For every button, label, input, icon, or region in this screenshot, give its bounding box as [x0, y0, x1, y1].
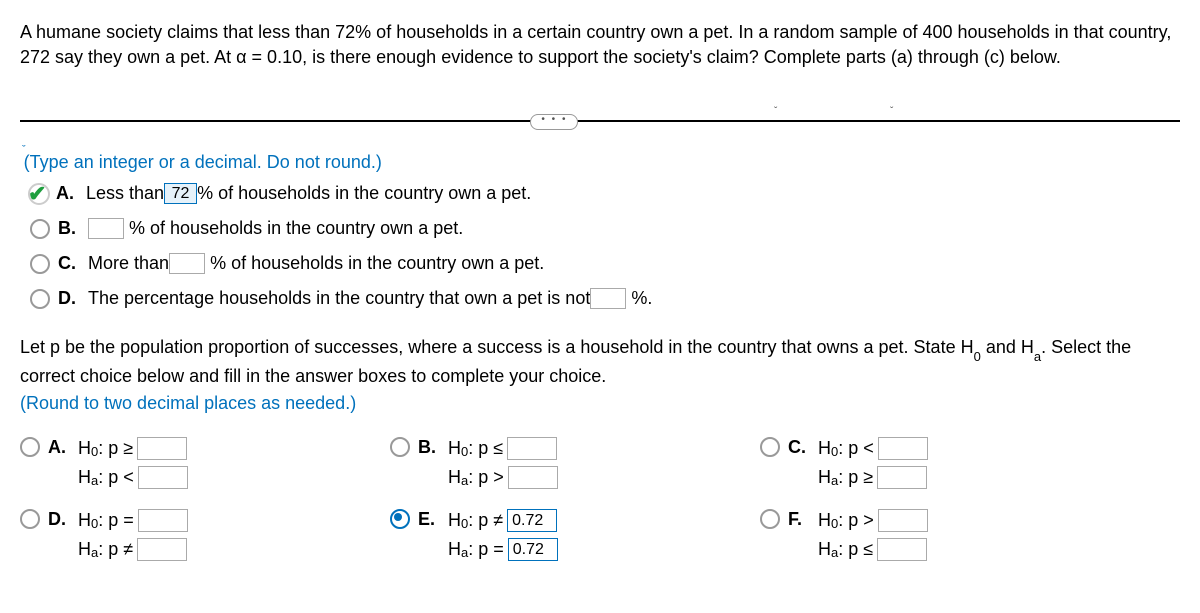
h0-line: H0: p ≤ [448, 437, 558, 460]
section-divider: • • • ˇ ˇ [20, 120, 1180, 122]
input-empty[interactable] [877, 538, 927, 561]
input-value-a[interactable]: 72 [164, 183, 197, 204]
option-letter: D. [58, 288, 78, 309]
input-empty[interactable] [137, 538, 187, 561]
hyp-option-f[interactable]: F. H0: p > Ha: p ≤ [760, 509, 1130, 561]
option-letter: C. [58, 253, 78, 274]
hyp-option-c[interactable]: C. H0: p < Ha: p ≥ [760, 437, 1130, 489]
option-letter: D. [48, 509, 68, 530]
input-filled[interactable]: 0.72 [508, 538, 558, 561]
input-empty[interactable] [878, 437, 928, 460]
option-text-post: % of households in the country own a pet… [210, 253, 544, 274]
radio-icon[interactable] [30, 289, 50, 309]
ha-line: Ha: p ≠ [78, 538, 188, 561]
part1-options: ✔ A. Less than 72 % of households in the… [30, 183, 1180, 309]
part2-question: Let p be the population proportion of su… [20, 334, 1180, 417]
input-filled[interactable]: 0.72 [507, 509, 557, 532]
option-letter: A. [48, 437, 68, 458]
option-text-post: %. [631, 288, 652, 309]
input-empty[interactable] [508, 466, 558, 489]
h0-line: H0: p < [818, 437, 928, 460]
option-text-post: % of households in the country own a pet… [129, 218, 463, 239]
radio-icon[interactable] [760, 437, 780, 457]
ha-line: Ha: p =0.72 [448, 538, 558, 561]
hyp-option-a[interactable]: A. H0: p ≥ Ha: p < [20, 437, 390, 489]
option-b-row[interactable]: B. % of households in the country own a … [30, 218, 1180, 239]
input-empty[interactable] [877, 466, 927, 489]
input-empty-c[interactable] [169, 253, 205, 274]
radio-selected-icon[interactable]: ✔ [30, 185, 48, 203]
input-empty[interactable] [138, 466, 188, 489]
radio-icon[interactable] [390, 437, 410, 457]
hyp-option-e[interactable]: E. H0: p ≠0.72 Ha: p =0.72 [390, 509, 760, 561]
option-letter: B. [58, 218, 78, 239]
ha-line: Ha: p > [448, 466, 558, 489]
input-empty[interactable] [507, 437, 557, 460]
instruction-text-1: ˇ(Type an integer or a decimal. Do not r… [20, 152, 1180, 173]
option-letter: F. [788, 509, 808, 530]
option-text: The percentage households in the country… [88, 288, 590, 309]
option-text: More than [88, 253, 169, 274]
radio-checked-icon[interactable] [390, 509, 410, 529]
radio-icon[interactable] [20, 509, 40, 529]
input-empty-b[interactable] [88, 218, 124, 239]
hypothesis-options: A. H0: p ≥ Ha: p < B. H0: p ≤ Ha: p > C.… [20, 437, 1180, 561]
ellipsis-pill[interactable]: • • • [530, 114, 578, 130]
radio-icon[interactable] [760, 509, 780, 529]
instruction-text-2: (Round to two decimal places as needed.) [20, 393, 356, 413]
problem-statement: A humane society claims that less than 7… [20, 20, 1180, 70]
h0-line: H0: p = [78, 509, 188, 532]
option-a-row[interactable]: ✔ A. Less than 72 % of households in the… [30, 183, 1180, 204]
option-text-post: % of households in the country own a pet… [197, 183, 531, 204]
radio-icon[interactable] [30, 254, 50, 274]
ha-line: Ha: p ≥ [818, 466, 928, 489]
option-letter: A. [56, 183, 76, 204]
input-empty[interactable] [878, 509, 928, 532]
option-letter: C. [788, 437, 808, 458]
input-empty[interactable] [138, 509, 188, 532]
option-d-row[interactable]: D. The percentage households in the coun… [30, 288, 1180, 309]
hyp-option-d[interactable]: D. H0: p = Ha: p ≠ [20, 509, 390, 561]
radio-icon[interactable] [30, 219, 50, 239]
input-empty[interactable] [137, 437, 187, 460]
h0-line: H0: p > [818, 509, 928, 532]
h0-line: H0: p ≠0.72 [448, 509, 558, 532]
hyp-option-b[interactable]: B. H0: p ≤ Ha: p > [390, 437, 760, 489]
radio-icon[interactable] [20, 437, 40, 457]
option-c-row[interactable]: C. More than % of households in the coun… [30, 253, 1180, 274]
input-empty-d[interactable] [590, 288, 626, 309]
ha-line: Ha: p ≤ [818, 538, 928, 561]
option-text: Less than [86, 183, 164, 204]
ha-line: Ha: p < [78, 466, 188, 489]
option-letter: E. [418, 509, 438, 530]
h0-line: H0: p ≥ [78, 437, 188, 460]
option-letter: B. [418, 437, 438, 458]
